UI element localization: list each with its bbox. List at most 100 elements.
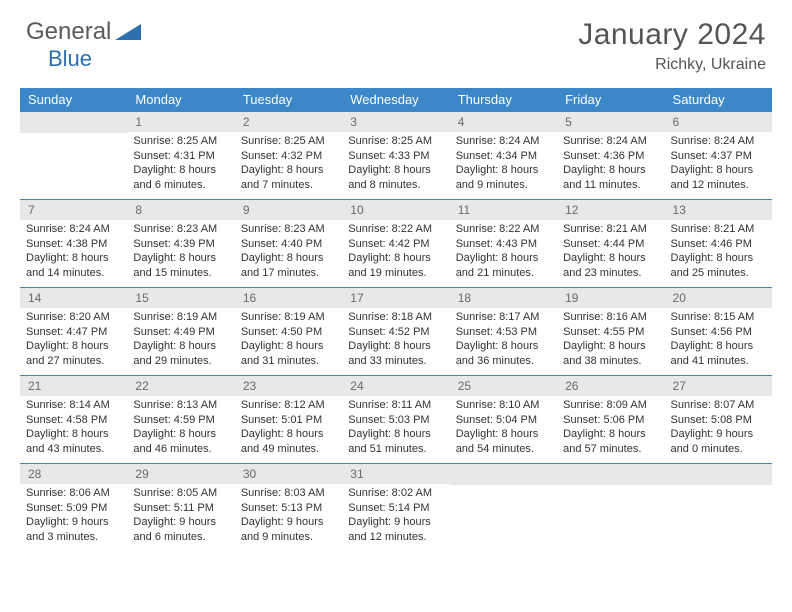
sunrise-text: Sunrise: 8:19 AM <box>133 310 228 325</box>
day-details: Sunrise: 8:07 AMSunset: 5:08 PMDaylight:… <box>665 396 772 460</box>
day-details: Sunrise: 8:10 AMSunset: 5:04 PMDaylight:… <box>450 396 557 460</box>
day-number: 1 <box>127 112 234 132</box>
daylight-text: and 15 minutes. <box>133 266 228 281</box>
calendar-cell: 30Sunrise: 8:03 AMSunset: 5:13 PMDayligh… <box>235 464 342 552</box>
sunrise-text: Sunrise: 8:25 AM <box>241 134 336 149</box>
day-number: 11 <box>450 200 557 220</box>
calendar-cell: 6Sunrise: 8:24 AMSunset: 4:37 PMDaylight… <box>665 112 772 200</box>
calendar-cell: 17Sunrise: 8:18 AMSunset: 4:52 PMDayligh… <box>342 288 449 376</box>
day-number: 15 <box>127 288 234 308</box>
calendar-cell: 13Sunrise: 8:21 AMSunset: 4:46 PMDayligh… <box>665 200 772 288</box>
calendar-table: SundayMondayTuesdayWednesdayThursdayFrid… <box>20 88 772 552</box>
daylight-text: and 25 minutes. <box>671 266 766 281</box>
day-details: Sunrise: 8:02 AMSunset: 5:14 PMDaylight:… <box>342 484 449 548</box>
daylight-text: Daylight: 8 hours <box>26 251 121 266</box>
day-details: Sunrise: 8:06 AMSunset: 5:09 PMDaylight:… <box>20 484 127 548</box>
sunrise-text: Sunrise: 8:19 AM <box>241 310 336 325</box>
sunrise-text: Sunrise: 8:05 AM <box>133 486 228 501</box>
day-details: Sunrise: 8:12 AMSunset: 5:01 PMDaylight:… <box>235 396 342 460</box>
daylight-text: Daylight: 8 hours <box>348 427 443 442</box>
sunset-text: Sunset: 4:53 PM <box>456 325 551 340</box>
daylight-text: Daylight: 8 hours <box>671 163 766 178</box>
sunrise-text: Sunrise: 8:21 AM <box>671 222 766 237</box>
daylight-text: and 49 minutes. <box>241 442 336 457</box>
daylight-text: Daylight: 8 hours <box>456 163 551 178</box>
daylight-text: Daylight: 8 hours <box>456 339 551 354</box>
sunrise-text: Sunrise: 8:25 AM <box>133 134 228 149</box>
sunrise-text: Sunrise: 8:16 AM <box>563 310 658 325</box>
calendar-week-row: 28Sunrise: 8:06 AMSunset: 5:09 PMDayligh… <box>20 464 772 552</box>
day-details: Sunrise: 8:25 AMSunset: 4:31 PMDaylight:… <box>127 132 234 196</box>
brand-text-1: General <box>26 18 111 46</box>
sunset-text: Sunset: 4:52 PM <box>348 325 443 340</box>
calendar-cell: 31Sunrise: 8:02 AMSunset: 5:14 PMDayligh… <box>342 464 449 552</box>
sunset-text: Sunset: 4:31 PM <box>133 149 228 164</box>
calendar-cell: 5Sunrise: 8:24 AMSunset: 4:36 PMDaylight… <box>557 112 664 200</box>
calendar-week-row: 7Sunrise: 8:24 AMSunset: 4:38 PMDaylight… <box>20 200 772 288</box>
day-number: 9 <box>235 200 342 220</box>
calendar-cell: 24Sunrise: 8:11 AMSunset: 5:03 PMDayligh… <box>342 376 449 464</box>
sunrise-text: Sunrise: 8:23 AM <box>133 222 228 237</box>
calendar-cell: 22Sunrise: 8:13 AMSunset: 4:59 PMDayligh… <box>127 376 234 464</box>
sunrise-text: Sunrise: 8:24 AM <box>456 134 551 149</box>
sunrise-text: Sunrise: 8:24 AM <box>26 222 121 237</box>
daylight-text: and 36 minutes. <box>456 354 551 369</box>
daylight-text: Daylight: 8 hours <box>563 427 658 442</box>
empty-day-header <box>557 464 664 485</box>
daylight-text: Daylight: 8 hours <box>671 339 766 354</box>
sunrise-text: Sunrise: 8:14 AM <box>26 398 121 413</box>
daylight-text: and 29 minutes. <box>133 354 228 369</box>
daylight-text: Daylight: 8 hours <box>26 339 121 354</box>
day-details: Sunrise: 8:13 AMSunset: 4:59 PMDaylight:… <box>127 396 234 460</box>
day-details: Sunrise: 8:22 AMSunset: 4:42 PMDaylight:… <box>342 220 449 284</box>
daylight-text: and 8 minutes. <box>348 178 443 193</box>
daylight-text: Daylight: 8 hours <box>133 427 228 442</box>
day-details: Sunrise: 8:18 AMSunset: 4:52 PMDaylight:… <box>342 308 449 372</box>
day-number: 3 <box>342 112 449 132</box>
sunrise-text: Sunrise: 8:09 AM <box>563 398 658 413</box>
daylight-text: and 43 minutes. <box>26 442 121 457</box>
calendar-cell <box>557 464 664 552</box>
daylight-text: Daylight: 8 hours <box>133 163 228 178</box>
sunset-text: Sunset: 4:43 PM <box>456 237 551 252</box>
daylight-text: and 14 minutes. <box>26 266 121 281</box>
sunrise-text: Sunrise: 8:18 AM <box>348 310 443 325</box>
sunset-text: Sunset: 4:56 PM <box>671 325 766 340</box>
day-number: 19 <box>557 288 664 308</box>
sunrise-text: Sunrise: 8:24 AM <box>563 134 658 149</box>
day-details: Sunrise: 8:17 AMSunset: 4:53 PMDaylight:… <box>450 308 557 372</box>
weekday-header: Wednesday <box>342 88 449 112</box>
calendar-cell: 8Sunrise: 8:23 AMSunset: 4:39 PMDaylight… <box>127 200 234 288</box>
daylight-text: Daylight: 9 hours <box>241 515 336 530</box>
sunset-text: Sunset: 5:09 PM <box>26 501 121 516</box>
sunset-text: Sunset: 4:42 PM <box>348 237 443 252</box>
day-details: Sunrise: 8:15 AMSunset: 4:56 PMDaylight:… <box>665 308 772 372</box>
sunset-text: Sunset: 4:40 PM <box>241 237 336 252</box>
daylight-text: Daylight: 8 hours <box>133 339 228 354</box>
calendar-cell: 23Sunrise: 8:12 AMSunset: 5:01 PMDayligh… <box>235 376 342 464</box>
sunrise-text: Sunrise: 8:15 AM <box>671 310 766 325</box>
sunrise-text: Sunrise: 8:03 AM <box>241 486 336 501</box>
day-number: 16 <box>235 288 342 308</box>
daylight-text: and 46 minutes. <box>133 442 228 457</box>
weekday-header: Monday <box>127 88 234 112</box>
empty-day-header <box>665 464 772 485</box>
day-number: 14 <box>20 288 127 308</box>
daylight-text: and 51 minutes. <box>348 442 443 457</box>
day-number: 28 <box>20 464 127 484</box>
brand-logo: General <box>26 18 143 46</box>
daylight-text: Daylight: 8 hours <box>26 427 121 442</box>
calendar-week-row: 1Sunrise: 8:25 AMSunset: 4:31 PMDaylight… <box>20 112 772 200</box>
daylight-text: Daylight: 9 hours <box>671 427 766 442</box>
calendar-cell <box>450 464 557 552</box>
sunrise-text: Sunrise: 8:21 AM <box>563 222 658 237</box>
daylight-text: and 11 minutes. <box>563 178 658 193</box>
calendar-cell: 16Sunrise: 8:19 AMSunset: 4:50 PMDayligh… <box>235 288 342 376</box>
daylight-text: and 31 minutes. <box>241 354 336 369</box>
daylight-text: Daylight: 8 hours <box>133 251 228 266</box>
day-number: 27 <box>665 376 772 396</box>
sunset-text: Sunset: 5:04 PM <box>456 413 551 428</box>
daylight-text: and 33 minutes. <box>348 354 443 369</box>
calendar-cell: 7Sunrise: 8:24 AMSunset: 4:38 PMDaylight… <box>20 200 127 288</box>
sunset-text: Sunset: 4:46 PM <box>671 237 766 252</box>
